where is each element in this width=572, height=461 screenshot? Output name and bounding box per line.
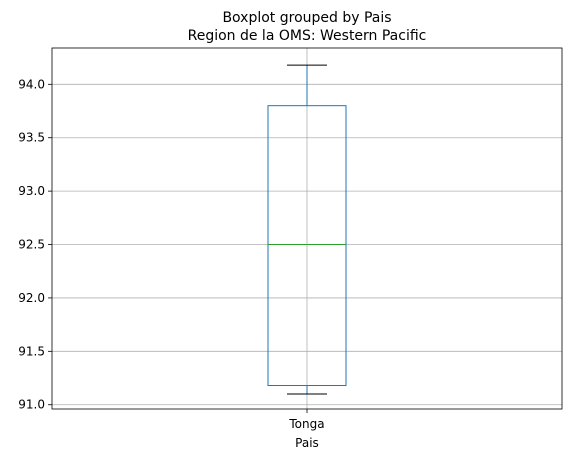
y-tick-label: 93.0	[18, 184, 45, 198]
x-tick-label: Tonga	[288, 417, 324, 431]
y-tick-label: 92.5	[18, 238, 45, 252]
y-axis-ticks: 91.0 91.5 92.0 92.5 93.0 93.5 94.0	[18, 77, 52, 412]
x-axis-label: Pais	[295, 436, 319, 450]
chart-title: Region de la OMS: Western Pacific	[188, 28, 427, 44]
y-tick-label: 91.0	[18, 398, 45, 412]
chart-suptitle: Boxplot grouped by Pais	[222, 10, 391, 26]
grid-lines	[52, 48, 562, 409]
box-elements	[267, 64, 347, 395]
box-body	[267, 105, 347, 387]
y-tick-label: 93.5	[18, 131, 45, 145]
y-tick-label: 92.0	[18, 291, 45, 305]
y-tick-label: 91.5	[18, 344, 45, 358]
y-tick-label: 94.0	[18, 77, 45, 91]
x-axis-ticks: Tonga	[288, 409, 325, 431]
